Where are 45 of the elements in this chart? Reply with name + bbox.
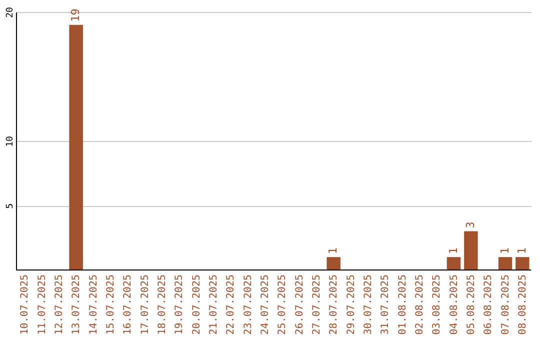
x-tick-label: 17.07.2025 (140, 274, 151, 335)
y-tick-label: 10 (6, 136, 16, 147)
x-tick-label: 05.08.2025 (466, 274, 477, 335)
y-tick-label: 5 (6, 203, 16, 209)
x-tick-label: 21.07.2025 (208, 274, 220, 335)
x-tick-label: 28.07.2025 (328, 274, 340, 335)
x-tick-label: 03.08.2025 (432, 274, 443, 335)
x-tick-label: 22.07.2025 (226, 274, 237, 335)
x-tick-label: 18.07.2025 (156, 274, 168, 335)
x-tick-label: 11.07.2025 (36, 274, 48, 335)
y-tick-label: 20 (6, 7, 16, 18)
x-tick-label: 16.07.2025 (122, 274, 134, 335)
x-tick-label: 08.08.2025 (517, 274, 528, 335)
x-tick-label: 27.07.2025 (311, 274, 322, 335)
data-label: 1 (446, 247, 460, 254)
bar (326, 257, 340, 270)
x-tick-label: 13.07.2025 (71, 274, 82, 335)
x-tick-label: 07.08.2025 (500, 274, 512, 335)
bar (464, 231, 478, 270)
x-tick-label: 31.07.2025 (380, 274, 392, 335)
data-label: 1 (326, 247, 340, 254)
data-label: 19 (69, 8, 82, 22)
x-tick-label: 23.07.2025 (242, 274, 254, 335)
x-tick-label: 30.07.2025 (362, 274, 374, 335)
x-tick-label: 01.08.2025 (397, 274, 408, 335)
x-tick-label: 06.08.2025 (483, 274, 494, 335)
x-tick-label: 26.07.2025 (294, 274, 306, 335)
data-label: 3 (464, 222, 477, 228)
data-label: 1 (498, 247, 512, 254)
bar (69, 24, 83, 270)
x-tick-label: 02.08.2025 (414, 274, 426, 335)
x-tick-label: 24.07.2025 (260, 274, 271, 335)
x-tick-label: 14.07.2025 (88, 274, 100, 335)
bar (498, 257, 512, 270)
x-tick-label: 29.07.2025 (346, 274, 357, 335)
data-label: 1 (515, 247, 528, 254)
bar (516, 257, 530, 270)
x-tick-label: 20.07.2025 (191, 274, 202, 335)
x-tick-label: 25.07.2025 (277, 274, 288, 335)
x-tick-label: 15.07.2025 (105, 274, 116, 335)
x-tick-label: 19.07.2025 (174, 274, 186, 335)
x-tick-label: 04.08.2025 (448, 274, 460, 335)
x-tick-label: 10.07.2025 (20, 274, 31, 335)
bar (446, 257, 461, 270)
x-tick-label: 12.07.2025 (54, 274, 65, 335)
